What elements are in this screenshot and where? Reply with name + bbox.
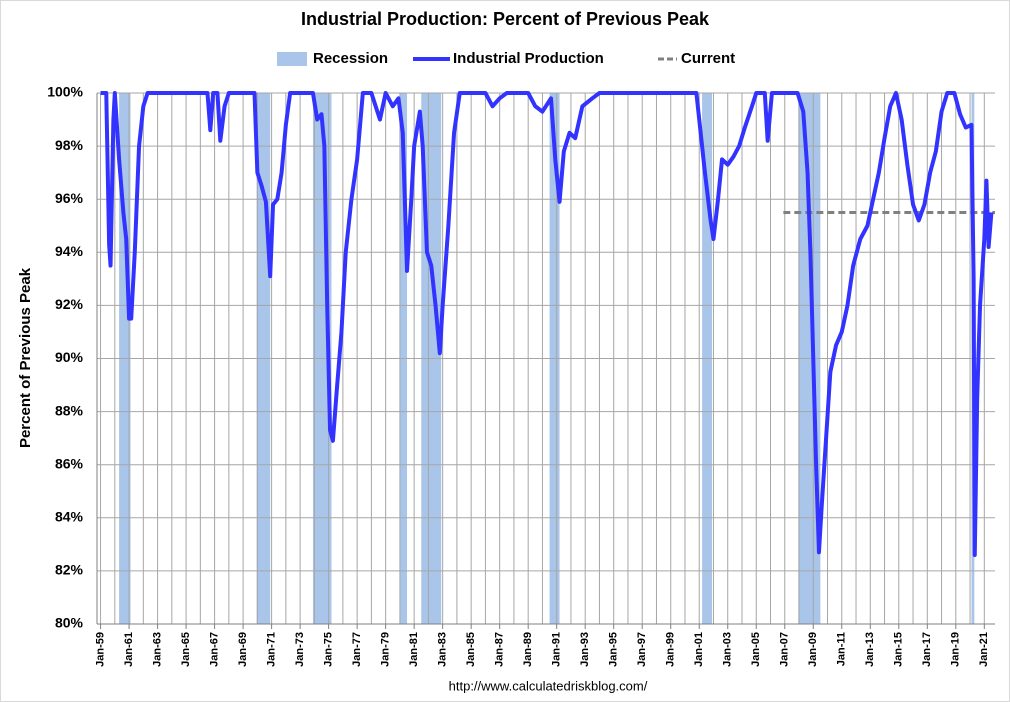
chart-title: Industrial Production: Percent of Previo… — [301, 9, 710, 29]
x-tick-label: Jan-99 — [665, 632, 677, 667]
y-tick-label: 80% — [55, 615, 84, 631]
x-tick-label: Jan-71 — [266, 632, 278, 667]
legend-label: Industrial Production — [453, 50, 604, 67]
y-tick-label: 86% — [55, 455, 84, 471]
y-axis-label: Percent of Previous Peak — [17, 267, 34, 448]
y-tick-label: 84% — [55, 509, 84, 525]
x-tick-label: Jan-95 — [608, 632, 620, 667]
x-tick-label: Jan-77 — [351, 632, 363, 667]
x-tick-label: Jan-79 — [380, 632, 392, 667]
x-tick-label: Jan-59 — [94, 632, 106, 667]
x-tick-label: Jan-03 — [722, 632, 734, 667]
y-tick-label: 96% — [55, 190, 84, 206]
y-tick-label: 92% — [55, 296, 84, 312]
x-tick-label: Jan-81 — [408, 632, 420, 667]
x-tick-label: Jan-07 — [779, 632, 791, 667]
x-tick-label: Jan-61 — [123, 632, 135, 667]
x-tick-label: Jan-19 — [950, 632, 962, 667]
x-tick-label: Jan-93 — [579, 632, 591, 667]
y-tick-label: 90% — [55, 349, 84, 365]
x-tick-label: Jan-91 — [551, 632, 563, 667]
y-tick-label: 100% — [47, 84, 83, 100]
x-tick-label: Jan-63 — [151, 632, 163, 667]
x-tick-label: Jan-65 — [180, 632, 192, 667]
x-tick-label: Jan-13 — [864, 632, 876, 667]
legend-swatch-recession — [277, 52, 307, 66]
y-tick-label: 82% — [55, 562, 84, 578]
x-tick-label: Jan-17 — [921, 632, 933, 667]
x-tick-label: Jan-21 — [978, 632, 990, 667]
x-tick-label: Jan-89 — [522, 632, 534, 667]
x-tick-label: Jan-01 — [693, 632, 705, 667]
y-tick-label: 88% — [55, 402, 84, 418]
x-tick-label: Jan-83 — [437, 632, 449, 667]
legend-label: Current — [681, 50, 735, 67]
source: http://www.calculatedriskblog.com/ — [449, 678, 648, 693]
legend-label: Recession — [313, 50, 388, 67]
legend: Recession Industrial Production Current — [277, 50, 735, 67]
y-tick-label: 98% — [55, 137, 84, 153]
data-line — [100, 91, 994, 557]
x-tick-label: Jan-69 — [237, 632, 249, 667]
x-tick-label: Jan-87 — [494, 632, 506, 667]
x-tick-label: Jan-15 — [893, 632, 905, 667]
x-tick-label: Jan-97 — [636, 632, 648, 667]
x-tick-label: Jan-85 — [465, 632, 477, 667]
x-tick-label: Jan-75 — [323, 632, 335, 667]
x-tick-label: Jan-67 — [209, 632, 221, 667]
x-tick-label: Jan-09 — [807, 632, 819, 667]
y-tick-label: 94% — [55, 243, 84, 259]
plot-area: 80% 82% 84% 86% 88% 90% 92% 94% 96% 98% 100% Jan-59… — [47, 84, 995, 667]
x-tick-label: Jan-73 — [294, 632, 306, 667]
x-tick-label: Jan-05 — [750, 632, 762, 667]
x-tick-label: Jan-11 — [836, 632, 848, 666]
